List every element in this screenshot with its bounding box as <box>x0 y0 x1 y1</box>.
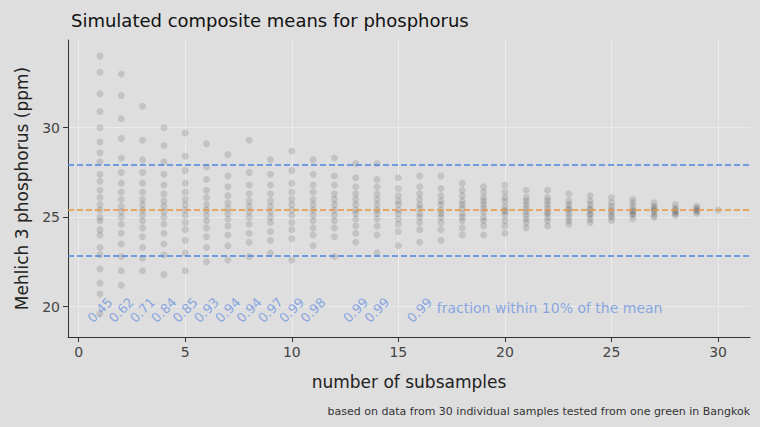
svg-text:0.94: 0.94 <box>233 294 265 326</box>
svg-text:25: 25 <box>603 344 621 360</box>
svg-text:0.99: 0.99 <box>276 294 308 326</box>
svg-text:0.99: 0.99 <box>340 294 372 326</box>
svg-text:0.62: 0.62 <box>105 294 137 326</box>
svg-text:based on data from 30 individu: based on data from 30 individual samples… <box>328 405 751 418</box>
svg-text:0.99: 0.99 <box>404 295 435 326</box>
svg-text:0.45: 0.45 <box>84 294 116 326</box>
svg-text:25: 25 <box>42 209 60 225</box>
svg-text:5: 5 <box>181 344 190 360</box>
svg-text:15: 15 <box>389 344 407 360</box>
svg-text:0.93: 0.93 <box>191 294 223 326</box>
svg-text:0.98: 0.98 <box>298 295 329 326</box>
svg-text:0.84: 0.84 <box>148 294 180 326</box>
svg-text:number of subsamples: number of subsamples <box>312 372 507 392</box>
svg-text:0.99: 0.99 <box>362 295 393 326</box>
svg-text:20: 20 <box>496 344 514 360</box>
svg-text:0.71: 0.71 <box>127 294 159 326</box>
svg-text:Simulated composite means for: Simulated composite means for phosphorus <box>71 10 469 31</box>
svg-text:20: 20 <box>42 299 60 315</box>
svg-text:30: 30 <box>709 344 727 360</box>
svg-text:0.94: 0.94 <box>212 294 244 326</box>
svg-text:0.97: 0.97 <box>254 294 286 326</box>
svg-text:10: 10 <box>283 344 301 360</box>
svg-text:0: 0 <box>74 344 83 360</box>
svg-text:30: 30 <box>42 120 60 136</box>
svg-text:fraction within 10% of the mea: fraction within 10% of the mean <box>437 300 663 316</box>
svg-text:Mehlich 3 phosphorus (ppm): Mehlich 3 phosphorus (ppm) <box>12 67 32 310</box>
svg-text:0.85: 0.85 <box>169 294 201 326</box>
